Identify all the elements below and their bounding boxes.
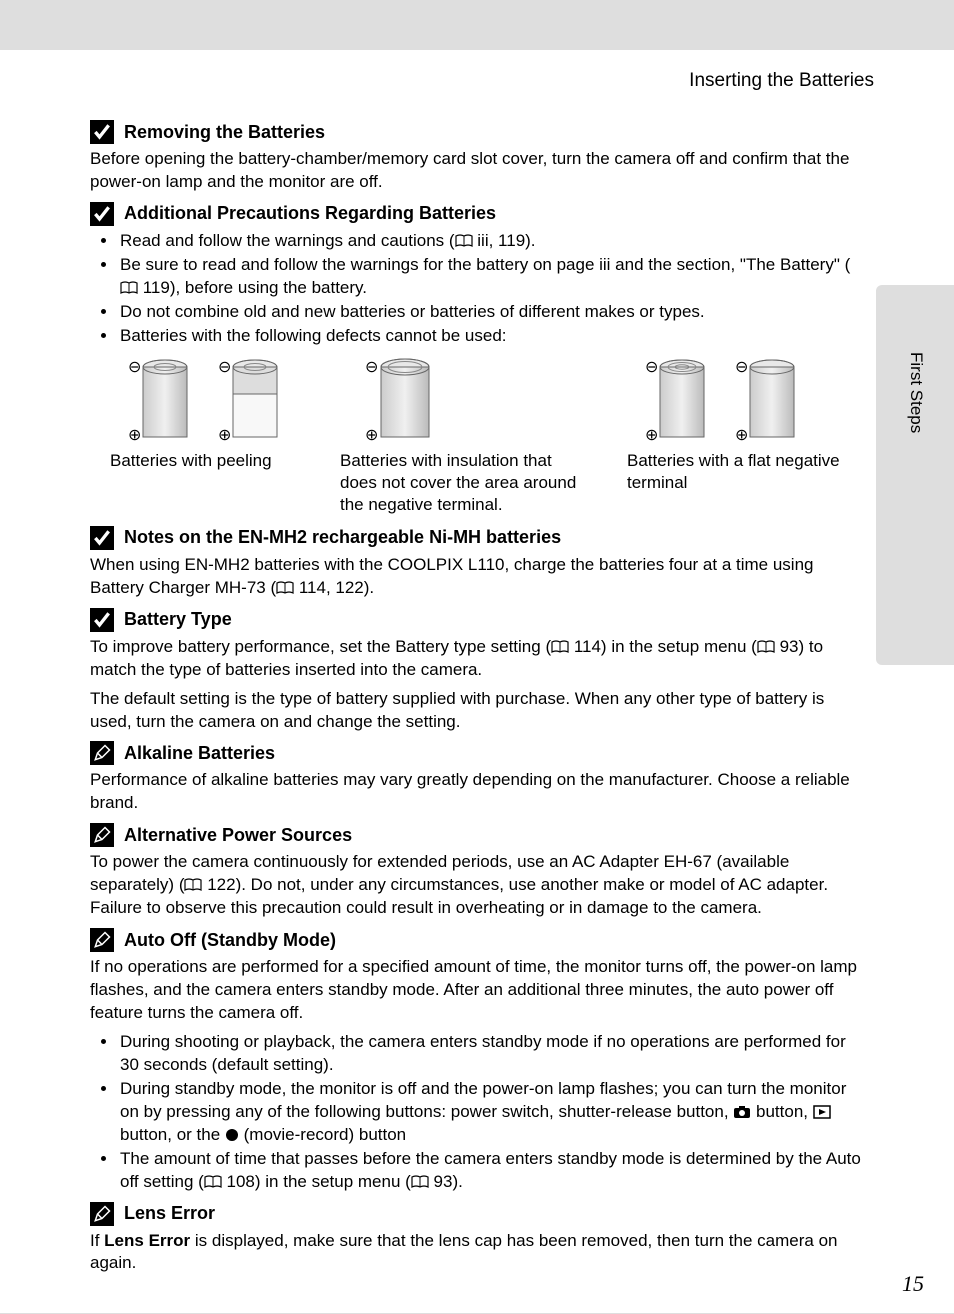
book-icon <box>411 1175 429 1189</box>
svg-text:⊕: ⊕ <box>735 427 748 444</box>
body-text: When using EN-MH2 batteries with the COO… <box>90 554 864 600</box>
book-icon <box>551 640 569 654</box>
section-title: Removing the Batteries <box>124 122 325 143</box>
check-icon <box>90 608 114 632</box>
section-removing: Removing the Batteries Before opening th… <box>90 120 864 194</box>
section-alkaline: Alkaline Batteries Performance of alkali… <box>90 741 864 815</box>
section-title: Lens Error <box>124 1203 215 1224</box>
section-alt-power: Alternative Power Sources To power the c… <box>90 823 864 920</box>
svg-text:⊕: ⊕ <box>365 427 378 444</box>
svg-text:⊖: ⊖ <box>645 359 658 376</box>
pencil-icon <box>90 1202 114 1226</box>
book-icon <box>757 640 775 654</box>
body-text: If Lens Error is displayed, make sure th… <box>90 1230 864 1276</box>
section-battery-type: Battery Type To improve battery performa… <box>90 608 864 734</box>
page-header-title: Inserting the Batteries <box>90 70 874 92</box>
section-title: Notes on the EN-MH2 rechargeable Ni-MH b… <box>124 527 561 548</box>
check-icon <box>90 202 114 226</box>
body-text: To power the camera continuously for ext… <box>90 851 864 920</box>
camera-icon <box>733 1105 751 1119</box>
list-item: Read and follow the warnings and caution… <box>118 230 864 253</box>
list-item: During standby mode, the monitor is off … <box>118 1078 864 1147</box>
svg-text:⊖: ⊖ <box>735 359 748 376</box>
side-tab <box>876 285 954 665</box>
section-title: Alternative Power Sources <box>124 825 352 846</box>
manual-page: Inserting the Batteries First Steps Remo… <box>0 50 954 1313</box>
section-title: Additional Precautions Regarding Batteri… <box>124 203 496 224</box>
book-icon <box>455 234 473 248</box>
section-precautions: Additional Precautions Regarding Batteri… <box>90 202 864 516</box>
record-icon <box>225 1128 239 1142</box>
check-icon <box>90 120 114 144</box>
bullet-list: During shooting or playback, the camera … <box>90 1031 864 1194</box>
section-auto-off: Auto Off (Standby Mode) If no operations… <box>90 928 864 1193</box>
playback-icon <box>813 1105 831 1119</box>
diagram-caption: Batteries with a flat negative terminal <box>627 450 864 494</box>
body-text: If no operations are performed for a spe… <box>90 956 864 1025</box>
svg-text:⊖: ⊖ <box>218 359 231 376</box>
battery-diagrams: ⊖ ⊕ ⊖ ⊕ Batteries with peeling <box>110 354 864 516</box>
list-item: Be sure to read and follow the warnings … <box>118 254 864 300</box>
list-item: The amount of time that passes before th… <box>118 1148 864 1194</box>
list-item: During shooting or playback, the camera … <box>118 1031 864 1077</box>
book-icon <box>184 878 202 892</box>
svg-text:⊕: ⊕ <box>128 427 141 444</box>
body-text: To improve battery performance, set the … <box>90 636 864 682</box>
svg-text:⊕: ⊕ <box>645 427 658 444</box>
book-icon <box>120 281 138 295</box>
book-icon <box>276 581 294 595</box>
body-text: The default setting is the type of batte… <box>90 688 864 734</box>
bullet-list: Read and follow the warnings and caution… <box>90 230 864 348</box>
body-text: Before opening the battery-chamber/memor… <box>90 148 864 194</box>
check-icon <box>90 526 114 550</box>
section-title: Battery Type <box>124 609 232 630</box>
diagram-caption: Batteries with peeling <box>110 450 272 472</box>
diagram-flat-terminal: ⊖ ⊕ ⊖ ⊕ Batteries with a flat negative t… <box>627 354 864 516</box>
svg-text:⊕: ⊕ <box>218 427 231 444</box>
page-number: 15 <box>902 1271 924 1297</box>
section-lens-error: Lens Error If Lens Error is displayed, m… <box>90 1202 864 1276</box>
svg-text:⊖: ⊖ <box>365 359 378 376</box>
side-tab-label: First Steps <box>906 352 926 433</box>
diagram-peeling: ⊖ ⊕ ⊖ ⊕ Batteries with peeling <box>110 354 290 516</box>
list-item: Batteries with the following defects can… <box>118 325 864 348</box>
svg-text:⊖: ⊖ <box>128 359 141 376</box>
list-item: Do not combine old and new batteries or … <box>118 301 864 324</box>
section-enmh2: Notes on the EN-MH2 rechargeable Ni-MH b… <box>90 526 864 600</box>
section-title: Alkaline Batteries <box>124 743 275 764</box>
pencil-icon <box>90 741 114 765</box>
diagram-caption: Batteries with insulation that does not … <box>340 450 577 516</box>
section-title: Auto Off (Standby Mode) <box>124 930 336 951</box>
book-icon <box>204 1175 222 1189</box>
pencil-icon <box>90 823 114 847</box>
diagram-insulation: ⊖ ⊕ Batteries with insulation that does … <box>340 354 577 516</box>
pencil-icon <box>90 928 114 952</box>
body-text: Performance of alkaline batteries may va… <box>90 769 864 815</box>
